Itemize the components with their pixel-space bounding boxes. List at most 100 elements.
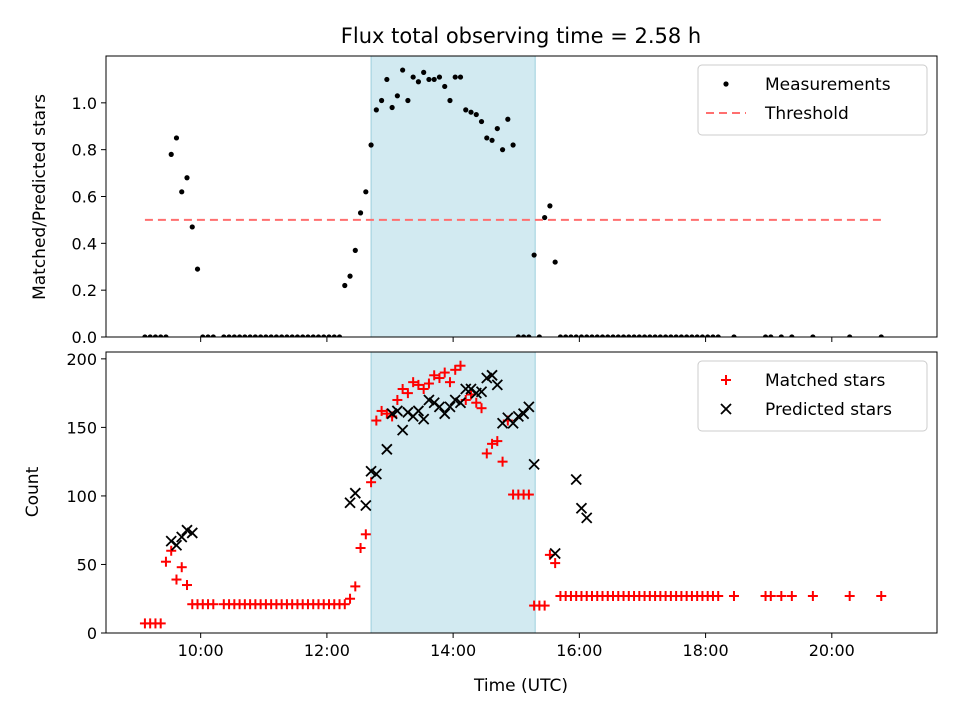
predicted-star-point [433, 401, 446, 413]
measurement-point [715, 334, 721, 337]
measurement-point [610, 334, 616, 337]
measurement-point [284, 334, 290, 337]
measurement-point [652, 334, 658, 337]
measurement-point [163, 334, 169, 337]
measurement-point [389, 104, 395, 111]
measurement-point [205, 334, 211, 337]
matched-star-point [208, 599, 219, 610]
matched-star-point [381, 408, 392, 419]
measurement-point [468, 109, 474, 115]
predicted-star-point [581, 512, 593, 524]
measurement-point [242, 334, 248, 337]
matched-star-point [355, 543, 366, 554]
measurement-point [331, 334, 337, 337]
legend-box [697, 64, 928, 136]
measurement-point [436, 74, 443, 80]
measurement-point [810, 334, 816, 337]
measurement-point [678, 334, 684, 337]
matched-star-point [471, 397, 482, 408]
measurement-point [373, 107, 379, 113]
x-axis-label: Time (UTC) [473, 676, 568, 696]
x-tick-label: 14:00 [430, 641, 476, 660]
measurement-point [415, 79, 422, 85]
predicted-star-point [454, 397, 467, 409]
matched-star-point [523, 489, 534, 500]
bottom-y-axis-label: Count [23, 466, 43, 517]
measurement-point [263, 334, 269, 337]
measurement-point [657, 334, 663, 337]
measurement-point [305, 334, 311, 337]
measurement-point [626, 334, 632, 337]
measurement-point [184, 175, 190, 181]
x-tick-label: 12:00 [304, 641, 350, 660]
matched-star-point [487, 438, 498, 449]
measurement-point [310, 334, 316, 337]
measurement-point [463, 107, 469, 113]
matched-star-point [371, 415, 382, 426]
measurement-point [447, 97, 453, 104]
matched-star-point [181, 580, 192, 591]
predicted-star-point [449, 394, 461, 406]
measurement-point [778, 334, 784, 337]
bottom-panel: 0 50 100 150 200 10:00 12:00 14:00 16:00 18:00 20… [23, 350, 938, 696]
predicted-star-point [396, 424, 409, 436]
matched-star-point [476, 403, 487, 414]
legend-box [697, 360, 928, 432]
measurement-point [526, 334, 532, 337]
bottom-plot-frame [105, 351, 938, 634]
measurement-point [705, 334, 711, 337]
measurement-point [699, 334, 706, 337]
y-tick-label: 0.2 [72, 281, 97, 300]
measurement-point [326, 334, 332, 337]
y-tick-label: 0 [87, 624, 97, 643]
matched-star-point [360, 529, 371, 540]
y-tick-label: 1.0 [72, 94, 97, 113]
matched-star-point [844, 590, 855, 601]
predicted-star-point [423, 394, 435, 406]
matched-star-point [444, 377, 455, 388]
matched-star-point [160, 556, 171, 567]
measurement-point [668, 334, 674, 337]
matched-star-point [392, 394, 403, 405]
measurement-point [189, 224, 195, 230]
legend-key-predicted [720, 403, 732, 415]
predicted-star-point [549, 547, 561, 560]
legend-key-matched [721, 375, 731, 385]
measurement-point [394, 93, 400, 99]
measurement-point [694, 334, 700, 337]
measurement-point [615, 334, 621, 337]
predicted-star-point [486, 369, 498, 381]
measurement-point [158, 334, 164, 337]
measurement-point [294, 334, 301, 337]
predicted-star-point [481, 372, 493, 384]
predicted-star-point [575, 502, 588, 514]
measurement-point [247, 334, 253, 337]
shaded-interval [370, 351, 536, 634]
x-tick-label: 20:00 [809, 641, 855, 660]
measurement-point [384, 76, 390, 83]
measurement-point [152, 334, 159, 337]
matched-star-point [492, 436, 503, 447]
predicted-star-point [507, 417, 519, 429]
matched-star-point [481, 448, 492, 459]
x-tick-label: 10:00 [178, 641, 224, 660]
measurement-point [505, 116, 511, 122]
measurement-point [563, 334, 569, 337]
measurement-point [762, 334, 769, 337]
matched-star-point [176, 562, 187, 573]
predicted-star-point [186, 527, 198, 539]
matched-star-point [366, 477, 377, 488]
matched-star-point [413, 379, 424, 390]
matched-star-point [434, 373, 445, 384]
measurement-point [210, 334, 216, 337]
measurement-point [426, 76, 432, 83]
measurement-point [599, 334, 606, 337]
measurement-point [258, 334, 264, 337]
measurement-point [147, 334, 153, 337]
measurement-point [510, 142, 516, 148]
measurement-point [226, 334, 232, 337]
legend-label: Predicted stars [765, 400, 892, 420]
matched-star-point [345, 593, 356, 604]
measurement-point [731, 334, 737, 337]
measurement-point [589, 334, 595, 337]
